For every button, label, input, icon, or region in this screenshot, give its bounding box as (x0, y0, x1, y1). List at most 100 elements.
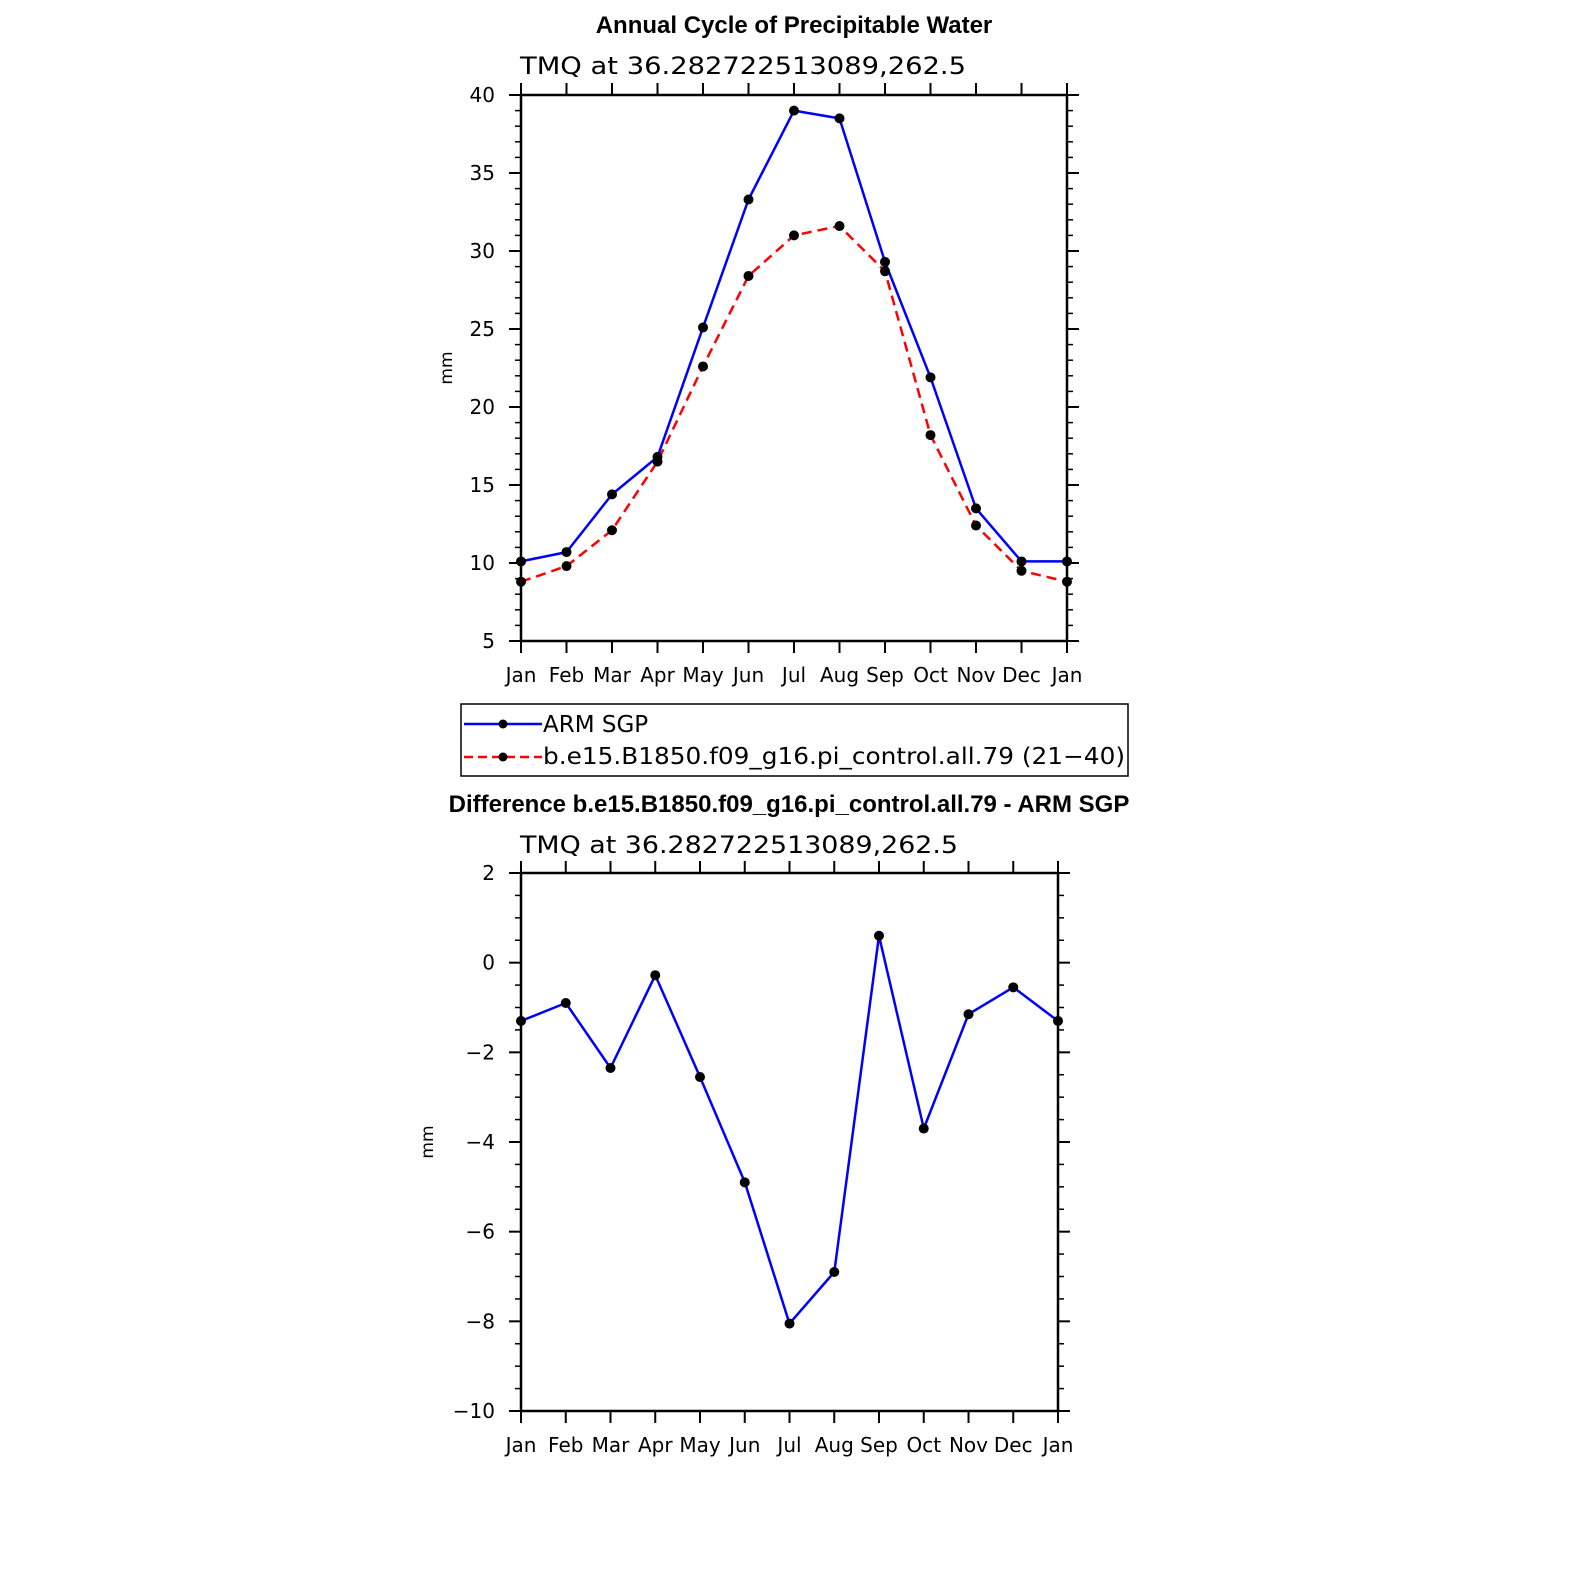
x-tick-label: Mar (593, 663, 632, 687)
x-tick-label: Jul (775, 1433, 801, 1457)
legend-swatch-marker (498, 752, 508, 762)
data-point-series-1 (1062, 576, 1072, 587)
y-tick-label: 2 (482, 861, 495, 885)
legend-swatch-marker (498, 719, 508, 729)
legend-entry-arm-sgp: ARM SGP (464, 712, 648, 738)
plot-frame (519, 871, 1060, 1413)
data-point-series-0 (1016, 556, 1027, 567)
data-point-series-0 (607, 489, 617, 500)
x-tick-label: Aug (820, 663, 859, 687)
series-line-0 (520, 109, 1067, 563)
legend: ARM SGP b.e15.B1850.f09_g16.pi_control.a… (460, 703, 1129, 777)
data-point-series-1 (971, 520, 981, 531)
data-point-series-1 (698, 361, 708, 372)
data-point-series-1 (1016, 565, 1027, 576)
data-point-series-0 (1008, 982, 1019, 993)
y-tick-label: −8 (466, 1309, 495, 1333)
data-point-series-0 (698, 322, 708, 333)
y-tick-label: 40 (470, 83, 495, 107)
data-point-series-0 (560, 998, 571, 1009)
data-point-series-0 (695, 1071, 705, 1082)
plot-frame (519, 93, 1069, 643)
data-point-series-0 (516, 1015, 526, 1026)
y-tick-label: 5 (482, 629, 495, 653)
x-tick-label: Apr (638, 1433, 673, 1457)
top-chart-plot: Jan Feb Mar Apr May Jun Jul Aug Sep Oct Nov Dec Jan 5… (470, 83, 1083, 687)
legend-label-arm-sgp: ARM SGP (543, 712, 648, 738)
data-point-series-0 (829, 1267, 840, 1278)
x-tick-label: Feb (548, 1433, 583, 1457)
series-line-1 (520, 224, 1068, 583)
series-line-0 (520, 934, 1059, 1325)
data-point-series-0 (789, 105, 799, 116)
data-point-series-1 (834, 221, 845, 232)
y-tick-label: 35 (470, 161, 495, 185)
x-tick-label: Sep (860, 1433, 898, 1457)
x-tick-label: Jan (1041, 1433, 1074, 1457)
data-point-series-1 (880, 266, 890, 277)
x-tick-label: Dec (994, 1433, 1033, 1457)
x-tick-label: Apr (640, 663, 675, 687)
data-point-series-0 (605, 1063, 616, 1074)
x-tick-label: May (679, 1433, 721, 1457)
data-point-series-1 (743, 270, 754, 281)
data-point-series-1 (516, 576, 526, 587)
bottom-chart-ylabel: mm (418, 1125, 438, 1158)
y-tick-label: 15 (470, 473, 495, 497)
data-point-series-0 (561, 547, 572, 558)
legend-entry-model: b.e15.B1850.f09_g16.pi_control.all.79 (2… (464, 744, 1125, 770)
bottom-chart-title: Difference b.e15.B1850.f09_g16.pi_contro… (449, 791, 1130, 818)
y-tick-label: 10 (470, 551, 495, 575)
legend-label-model: b.e15.B1850.f09_g16.pi_control.all.79 (2… (543, 744, 1125, 770)
data-point-series-0 (963, 1009, 974, 1020)
data-point-series-1 (789, 230, 799, 241)
x-tick-label: Oct (913, 663, 948, 687)
top-chart-ylabel: mm (437, 351, 457, 384)
y-tick-label: −6 (466, 1220, 495, 1244)
data-point-series-0 (880, 256, 890, 267)
top-chart-title: Annual Cycle of Precipitable Water (596, 12, 993, 39)
x-tick-label: Jun (731, 663, 764, 687)
x-tick-label: Feb (549, 663, 584, 687)
data-point-series-1 (652, 456, 663, 467)
x-tick-label: Jan (504, 1433, 537, 1457)
y-tick-label: −2 (466, 1040, 495, 1064)
data-point-series-0 (516, 556, 526, 567)
x-tick-label: Dec (1002, 663, 1041, 687)
data-point-series-0 (925, 372, 936, 383)
x-tick-label: Sep (866, 663, 904, 687)
x-tick-label: Jun (727, 1433, 760, 1457)
data-point-series-0 (784, 1318, 795, 1329)
y-tick-label: 0 (482, 951, 495, 975)
bottom-chart-plot: Jan Feb Mar Apr May Jun Jul Aug Sep Oct Nov Dec Jan−… (453, 861, 1074, 1457)
x-tick-label: Jan (504, 663, 537, 687)
x-tick-label: Oct (906, 1433, 941, 1457)
data-point-series-0 (650, 970, 661, 981)
bottom-chart-subtitle: TMQ at 36.282722513089,262.5 (519, 831, 958, 859)
y-tick-label: −10 (453, 1399, 495, 1423)
y-tick-label: 20 (470, 395, 495, 419)
data-point-series-0 (739, 1177, 750, 1188)
data-point-series-0 (874, 930, 884, 941)
data-point-series-0 (971, 503, 981, 514)
data-point-series-1 (607, 525, 617, 536)
data-point-series-0 (834, 113, 845, 124)
x-tick-label: Mar (592, 1433, 631, 1457)
data-point-series-1 (925, 430, 936, 441)
data-point-series-0 (918, 1123, 929, 1134)
y-tick-label: −4 (466, 1130, 495, 1154)
top-chart-subtitle: TMQ at 36.282722513089,262.5 (519, 52, 966, 80)
y-tick-label: 30 (470, 239, 495, 263)
data-point-series-0 (743, 194, 754, 205)
x-tick-label: May (682, 663, 724, 687)
x-tick-label: Jul (780, 663, 806, 687)
y-tick-label: 25 (470, 317, 495, 341)
x-tick-label: Aug (815, 1433, 854, 1457)
x-tick-label: Jan (1050, 663, 1083, 687)
data-point-series-0 (1053, 1015, 1063, 1026)
x-tick-label: Nov (956, 663, 995, 687)
legend-box (460, 703, 1129, 777)
data-point-series-1 (561, 561, 572, 572)
data-point-series-0 (1062, 556, 1072, 567)
